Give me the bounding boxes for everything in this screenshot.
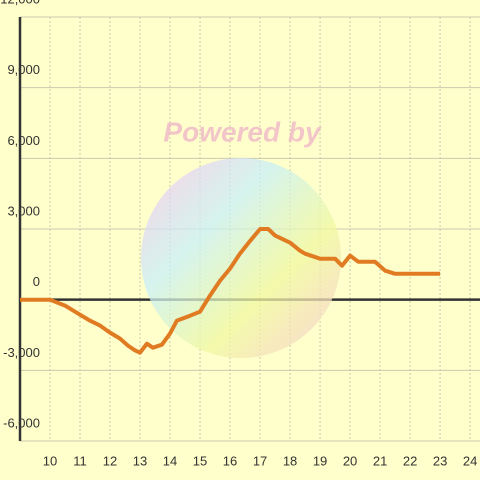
x-tick-label: 18	[283, 453, 297, 468]
x-tick-label: 20	[343, 453, 357, 468]
x-tick-label: 12	[103, 453, 117, 468]
y-tick-label: -3,000	[3, 345, 40, 360]
x-tick-label: 24	[463, 453, 477, 468]
plot	[20, 227, 441, 355]
x-tick-label: 23	[433, 453, 447, 468]
data-line	[20, 227, 441, 355]
y-tick-label: -6,000	[3, 415, 40, 430]
x-tick-label: 14	[163, 453, 177, 468]
x-tick-label: 15	[193, 453, 207, 468]
watermark-circle	[141, 158, 341, 358]
x-tick-label: 22	[403, 453, 417, 468]
x-tick-label: 13	[133, 453, 147, 468]
x-tick-label: 16	[223, 453, 237, 468]
x-tick-label: 10	[43, 453, 57, 468]
y-tick-label: 6,000	[7, 133, 40, 148]
y-tick-label: 3,000	[7, 203, 40, 218]
y-tick-label: 9,000	[7, 62, 40, 77]
x-tick-label: 11	[73, 453, 87, 468]
x-tick-label: 21	[373, 453, 387, 468]
y-tick-label: 0	[33, 274, 40, 289]
y-tick-label: 12,000	[0, 0, 40, 6]
watermark-text: Powered by	[163, 116, 322, 147]
x-tick-label: 17	[253, 453, 267, 468]
x-tick-label: 19	[313, 453, 327, 468]
